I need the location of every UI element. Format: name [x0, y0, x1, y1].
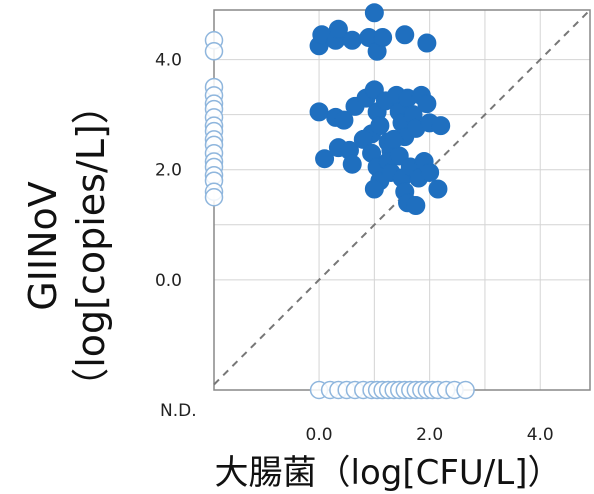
data-point-detected [406, 196, 426, 216]
y-tick-label: 4.0 [155, 51, 182, 71]
data-point-detected [417, 94, 437, 114]
data-point-detected [364, 179, 384, 199]
data-point-detected [431, 116, 451, 136]
y-axis-label-line2: （log[copies/L]） [69, 86, 113, 406]
data-point-detected [420, 162, 440, 182]
data-point-detected [309, 102, 329, 122]
tick-labels: 0.0 2.0 4.0 0.0 2.0 4.0 [155, 51, 554, 445]
y-tick-label: 2.0 [155, 161, 182, 181]
data-point-detected [370, 116, 390, 136]
data-point-detected [342, 30, 362, 50]
data-point-nd [456, 380, 475, 400]
data-point-detected [328, 19, 348, 39]
data-point-nd [204, 187, 224, 207]
data-points [204, 3, 475, 400]
data-point-detected [384, 129, 404, 149]
data-point-detected [342, 154, 362, 174]
data-point-detected [395, 25, 415, 45]
data-point-detected [353, 129, 373, 149]
data-point-detected [428, 179, 448, 199]
x-tick-label: 0.0 [306, 425, 333, 445]
x-tick-label: 2.0 [416, 425, 443, 445]
data-point-detected [417, 33, 437, 53]
data-point-detected [373, 28, 393, 48]
y-axis-label-line1: GIINoV [21, 181, 65, 311]
x-axis-label: 大腸菌（log[CFU/L]） [215, 453, 562, 493]
data-point-detected [334, 110, 354, 130]
nd-tick-label: N.D. [160, 401, 197, 421]
x-tick-label: 4.0 [527, 425, 554, 445]
data-point-nd [204, 42, 224, 61]
data-point-detected [364, 3, 384, 23]
y-tick-label: 0.0 [155, 271, 182, 291]
data-point-detected [315, 149, 335, 169]
